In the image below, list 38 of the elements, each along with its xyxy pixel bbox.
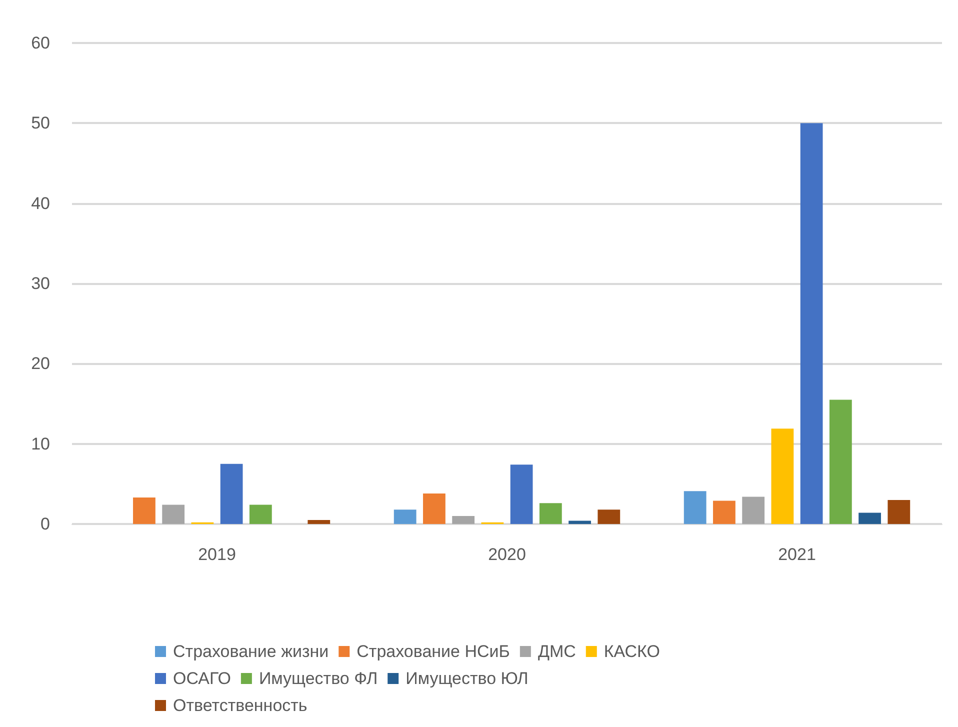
legend-label: ОСАГО: [173, 669, 231, 688]
y-tick-label: 20: [31, 354, 50, 374]
bar: [423, 494, 446, 524]
bar: [394, 510, 416, 524]
x-tick-label: 2019: [198, 545, 236, 564]
y-tick-label: 60: [31, 34, 50, 52]
bar: [133, 498, 156, 524]
y-tick-label: 40: [31, 194, 50, 213]
bar: [162, 504, 185, 524]
bar: [220, 464, 243, 524]
y-tick-label: 10: [31, 434, 50, 454]
y-tick-label: 30: [31, 274, 50, 293]
legend-label: Страхование жизни: [173, 642, 329, 661]
bar: [684, 491, 706, 524]
bar: [510, 464, 533, 524]
bar: [800, 123, 823, 524]
bar: [858, 512, 881, 524]
bar: [829, 400, 852, 524]
bar: [249, 504, 272, 524]
bar: [568, 520, 591, 524]
legend-label: КАСКО: [604, 642, 660, 661]
bar: [452, 516, 475, 524]
x-tick-label: 2020: [488, 545, 526, 564]
legend-label: Страхование НСиБ: [356, 642, 510, 661]
bar: [771, 428, 794, 524]
bar: [713, 500, 736, 524]
x-tick-label: 2021: [778, 545, 816, 564]
legend-label: ДМС: [538, 642, 576, 661]
bar: [598, 510, 620, 524]
legend-label: Имущество ЮЛ: [406, 669, 528, 688]
y-tick-label: 0: [40, 514, 50, 534]
bar: [539, 503, 562, 524]
bar: [888, 500, 910, 524]
y-tick-label: 50: [31, 114, 50, 133]
bar: [308, 520, 330, 524]
legend-label: Ответственность: [173, 696, 308, 715]
legend-label: Имущество ФЛ: [258, 669, 378, 688]
bar: [742, 496, 765, 524]
